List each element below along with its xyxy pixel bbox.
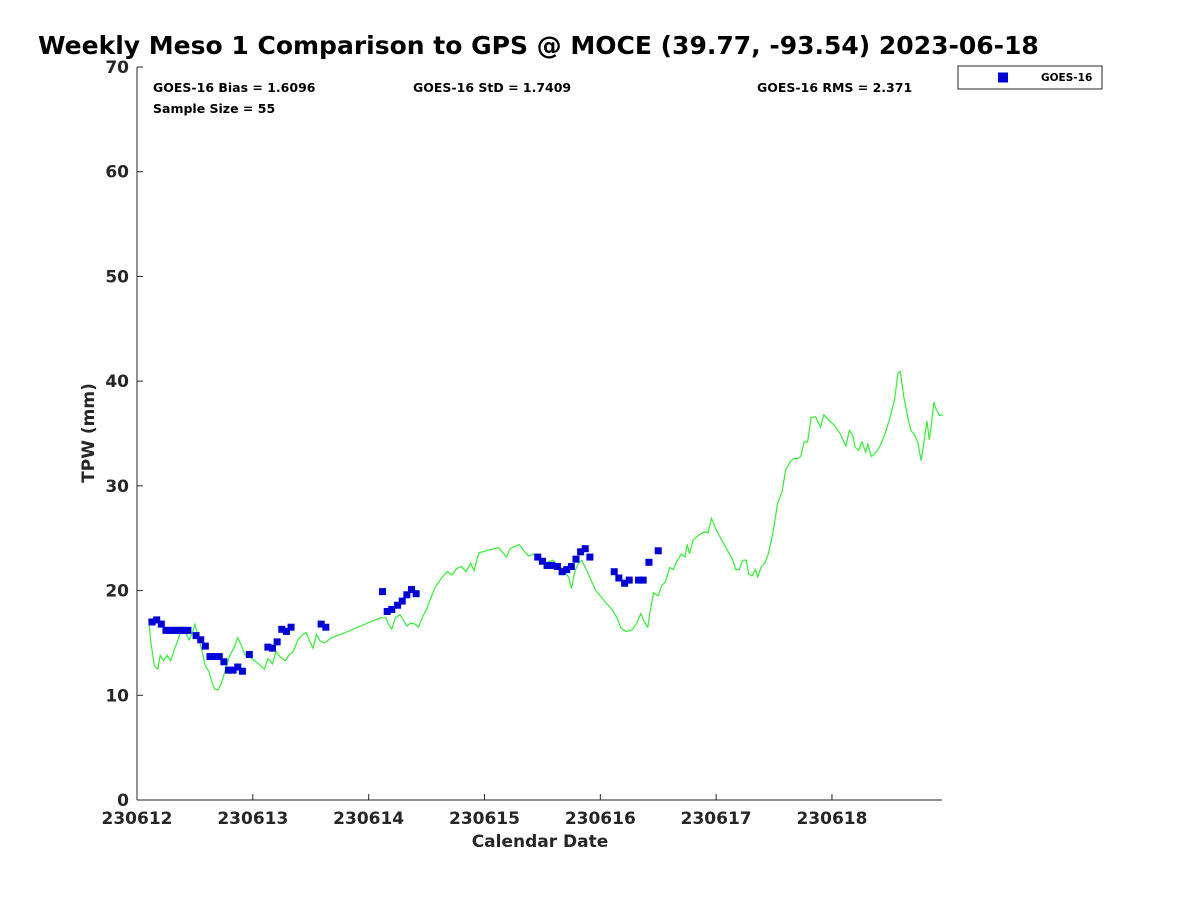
goes-point bbox=[201, 642, 209, 650]
x-tick-label: 230612 bbox=[102, 809, 173, 829]
y-tick-label: 0 bbox=[117, 791, 129, 811]
goes-point bbox=[538, 557, 546, 565]
goes-point bbox=[153, 616, 161, 624]
goes-point bbox=[379, 588, 387, 596]
goes-point bbox=[572, 555, 580, 563]
goes-point bbox=[206, 653, 214, 661]
goes-point bbox=[282, 627, 290, 635]
goes-point bbox=[577, 548, 585, 556]
x-tick-label: 230616 bbox=[565, 809, 636, 829]
y-tick-label: 30 bbox=[105, 477, 129, 497]
goes-point bbox=[645, 558, 653, 566]
goes-point bbox=[621, 579, 629, 587]
gps-series bbox=[148, 370, 944, 691]
goes-point bbox=[548, 561, 556, 569]
goes-point bbox=[220, 658, 228, 666]
goes-point bbox=[211, 653, 219, 661]
goes-point bbox=[412, 590, 420, 598]
x-tick-label: 230614 bbox=[333, 809, 404, 829]
goes-point bbox=[165, 626, 173, 634]
sample-size-stat: Sample Size = 55 bbox=[153, 101, 275, 116]
goes-point bbox=[398, 597, 406, 605]
goes-point bbox=[238, 667, 246, 675]
y-tick-label: 40 bbox=[105, 372, 129, 392]
goes-point bbox=[635, 576, 643, 584]
goes-point bbox=[225, 666, 233, 674]
goes-point bbox=[654, 547, 662, 555]
plot-area bbox=[137, 67, 942, 800]
chart-title: Weekly Meso 1 Comparison to GPS @ MOCE (… bbox=[38, 31, 1039, 60]
goes-point bbox=[245, 650, 253, 658]
goes-point bbox=[287, 623, 295, 631]
legend: GOES-16 bbox=[957, 65, 1103, 90]
y-axis-label: TPW (mm) bbox=[79, 383, 99, 483]
goes-point bbox=[610, 568, 618, 576]
goes-point bbox=[157, 620, 165, 628]
rms-stat: GOES-16 RMS = 2.371 bbox=[757, 80, 912, 95]
goes-point bbox=[148, 618, 156, 626]
goes-point bbox=[534, 553, 542, 561]
bias-stat: GOES-16 Bias = 1.6096 bbox=[153, 80, 316, 95]
goes-point bbox=[543, 561, 551, 569]
goes-point bbox=[317, 620, 325, 628]
goes-point bbox=[322, 623, 330, 631]
y-tick-label: 20 bbox=[105, 582, 129, 602]
x-axis-ticks: 230612 230613 230614 230615 230616 230617 2306… bbox=[102, 794, 867, 829]
x-tick-label: 230618 bbox=[796, 809, 867, 829]
x-tick-label: 230617 bbox=[681, 809, 752, 829]
goes-point bbox=[229, 666, 237, 674]
goes-point bbox=[639, 576, 647, 584]
goes-point bbox=[586, 553, 594, 561]
gps-line bbox=[148, 370, 944, 691]
goes-point bbox=[273, 638, 281, 646]
goes-point bbox=[184, 626, 192, 634]
goes-point bbox=[581, 545, 589, 553]
legend-box bbox=[957, 65, 1103, 90]
goes-point bbox=[192, 632, 200, 640]
goes-point bbox=[625, 576, 633, 584]
std-stat: GOES-16 StD = 1.7409 bbox=[413, 80, 571, 95]
goes-point bbox=[234, 663, 242, 671]
goes-point bbox=[403, 591, 411, 599]
goes-point bbox=[264, 643, 272, 651]
goes-series bbox=[148, 545, 662, 675]
x-axis-label: Calendar Date bbox=[472, 832, 609, 852]
legend-goes-marker bbox=[998, 72, 1008, 83]
goes-point bbox=[388, 605, 396, 613]
y-tick-label: 10 bbox=[105, 686, 129, 706]
goes-point bbox=[408, 586, 416, 594]
x-tick-label: 230613 bbox=[217, 809, 288, 829]
y-tick-label: 50 bbox=[105, 267, 129, 287]
goes-point bbox=[197, 636, 205, 644]
goes-point bbox=[215, 653, 223, 661]
goes-point bbox=[553, 562, 561, 570]
goes-point bbox=[563, 566, 571, 574]
y-tick-label: 70 bbox=[105, 58, 129, 78]
goes-point bbox=[383, 608, 391, 616]
y-axis-ticks: 0 10 20 30 40 50 60 70 bbox=[105, 58, 143, 811]
goes-point bbox=[567, 562, 575, 570]
legend-goes-label: GOES-16 bbox=[1041, 72, 1092, 84]
y-tick-label: 60 bbox=[105, 163, 129, 183]
x-tick-label: 230615 bbox=[449, 809, 520, 829]
goes-point bbox=[269, 644, 277, 652]
goes-point bbox=[278, 625, 286, 633]
goes-point bbox=[615, 574, 623, 582]
goes-point bbox=[558, 568, 566, 576]
goes-point bbox=[394, 601, 402, 609]
